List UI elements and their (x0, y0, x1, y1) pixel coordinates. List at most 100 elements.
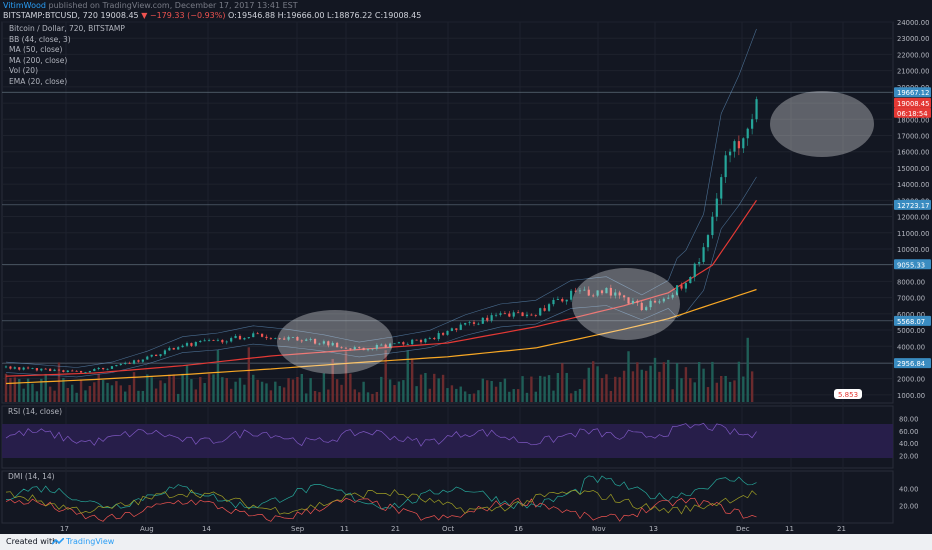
volume-bar (331, 358, 334, 402)
candle-body (640, 302, 643, 311)
candle-body (190, 343, 193, 346)
candle-body (543, 308, 546, 311)
volume-bar (543, 376, 546, 402)
volume-bar (62, 377, 65, 402)
candle-body (675, 285, 679, 295)
tradingview-logo[interactable]: TradingView (51, 534, 114, 550)
candle-body (185, 343, 189, 346)
candle-body (62, 370, 65, 373)
volume-bar (552, 390, 555, 402)
volume-bar (322, 373, 326, 402)
volume-bar (649, 365, 652, 402)
volume-bar (742, 376, 745, 402)
volume-bar (344, 351, 348, 402)
candle-body (22, 367, 25, 370)
rsi-tick-label: 40.00 (899, 440, 918, 448)
volume-bar (194, 389, 198, 402)
candle-body (309, 339, 312, 340)
candle-body (755, 99, 758, 120)
candle-body (53, 369, 56, 372)
candle-body (596, 290, 599, 296)
legend-bb[interactable]: BB (44, close, 3) (9, 34, 71, 44)
volume-bar (614, 376, 617, 402)
dmi-plus-line (5, 475, 757, 510)
volume-bar (282, 387, 286, 402)
candle-body (547, 304, 551, 311)
candle-body (631, 300, 635, 304)
volume-bar (618, 377, 621, 402)
volume-bar (446, 388, 449, 402)
volume-bar (574, 390, 577, 402)
volume-bar (40, 378, 43, 402)
volume-bar (530, 376, 533, 402)
price-tick-label: 6000.00 (897, 311, 925, 319)
candle-body (424, 338, 427, 343)
volume-bar (137, 390, 140, 402)
candle-body (702, 247, 705, 262)
candle-body (565, 299, 568, 302)
volume-bar (433, 373, 436, 402)
volume-bar (516, 389, 520, 402)
candle-body (587, 289, 590, 296)
candle-body (203, 340, 206, 342)
candle-body (742, 138, 745, 149)
volume-bar (499, 381, 502, 402)
volume-bar (591, 361, 595, 402)
price-axis-badge-label: 9055.33 (897, 261, 925, 269)
legend-ma200[interactable]: MA (200, close) (9, 55, 68, 65)
volume-bar (441, 374, 445, 402)
dmi-tick-label: 40.00 (899, 485, 918, 493)
volume-bar (724, 375, 727, 402)
candle-body (150, 354, 153, 357)
candle-body (671, 294, 674, 298)
candle-body (375, 344, 378, 349)
candle-body (353, 347, 356, 350)
price-tick-label: 12000.00 (897, 214, 929, 222)
volume-bar (463, 391, 467, 402)
volume-bar (569, 393, 573, 402)
price-axis-badge-label: 06:18:54 (897, 110, 928, 118)
time-tick-label: 11 (340, 525, 349, 533)
volume-bar (525, 392, 529, 402)
volume-bar (419, 374, 423, 402)
indicator-legend: Bitcoin / Dollar, 720, BITSTAMP BB (44, … (9, 24, 125, 87)
candle-body (477, 323, 480, 325)
volume-bar (229, 388, 233, 402)
volume-bar (667, 359, 670, 402)
volume-bar (335, 379, 339, 402)
volume-bar (110, 385, 114, 402)
time-tick-label: Dec (736, 525, 750, 533)
volume-bar (48, 386, 52, 402)
legend-ma50[interactable]: MA (50, close) (9, 45, 63, 54)
volume-bar (561, 363, 564, 402)
candle-body (110, 366, 114, 369)
candle-body (269, 338, 272, 339)
candle-body (446, 330, 449, 335)
footer-bar: Created with TradingView (0, 534, 932, 550)
candle-body (490, 315, 493, 321)
dmi-label: DMI (14, 14) (8, 472, 55, 481)
volume-bar (159, 380, 162, 402)
volume-bar (300, 373, 304, 402)
candle-body (66, 370, 69, 373)
volume-bar (66, 387, 70, 402)
candle-body (746, 128, 749, 139)
volume-bar (238, 377, 242, 402)
ohlc-values: O:19546.88 H:19666.00 L:18876.22 C:19008… (228, 11, 422, 20)
volume-bar (556, 372, 560, 402)
price-axis-badge (894, 358, 931, 369)
volume-bar (450, 385, 454, 402)
volume-bar (176, 393, 180, 402)
author-link[interactable]: VitimWood (3, 1, 46, 10)
volume-bar (702, 368, 705, 402)
volume-bar (640, 369, 643, 402)
legend-ema[interactable]: EMA (20, close) (9, 76, 68, 86)
candle-body (667, 297, 670, 299)
price-tick-label: 4000.00 (897, 343, 925, 351)
legend-vol[interactable]: Vol (20) (9, 66, 39, 75)
candle-body (733, 141, 736, 152)
candle-body (693, 263, 696, 278)
price-axis-badge (894, 97, 931, 108)
candle-body (4, 366, 8, 368)
candle-body (371, 348, 374, 350)
